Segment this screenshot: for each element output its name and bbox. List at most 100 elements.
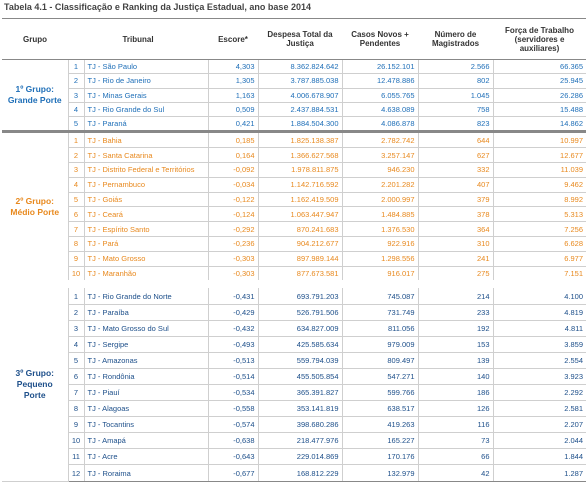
group-label-line: 3º Grupo: [15,368,55,379]
value-cell: 455.505.854 [257,367,343,386]
value-cell: -0,092 [207,162,259,178]
group-label-line: 2º Grupo: [15,195,55,206]
value-cell: 170.176 [341,448,419,466]
value-cell: 1.884.504.300 [257,116,343,133]
value-cell: 1 [67,58,85,75]
value-cell: -0,429 [207,303,259,321]
value-cell: 526.791.506 [257,303,343,321]
value-cell: 2.782.742 [341,130,419,149]
value-cell: 4.638.089 [341,101,419,118]
value-cell: 1 [67,130,85,149]
tribunal-cell: TJ - Bahia [83,130,209,149]
ranking-table: Grupo Tribunal Escore* Despesa Total da Jus… [2,18,586,482]
table-row: 5 TJ - Goiás -0,122 1.162.419.509 2.000.997 3… [2,191,586,208]
value-cell: 6 [67,367,85,386]
value-cell: 1.366.627.568 [257,147,343,164]
tribunal-cell: TJ - Espírito Santo [83,221,209,238]
tribunal-cell: TJ - Amazonas [83,351,209,369]
value-cell: 229.014.869 [257,448,343,466]
value-cell: 6.977 [492,250,586,267]
value-cell: 3.923 [492,367,586,386]
value-cell: 3.787.885.038 [257,73,343,89]
value-cell: 1,163 [207,87,259,103]
column-header: Despesa Total da Justiça [258,18,342,60]
table-row: 11 TJ - Acre -0,643 229.014.869 170.176 66 1.8… [2,448,586,466]
value-cell: 3 [67,319,85,337]
value-cell: 599.766 [341,384,419,402]
value-cell: 904.212.677 [257,236,343,252]
value-cell: -0,514 [207,367,259,386]
value-cell: 214 [417,280,494,305]
value-cell: 2.554 [492,351,586,369]
tribunal-cell: TJ - Sergipe [83,335,209,353]
value-cell: 758 [417,101,494,118]
value-cell: -0,513 [207,351,259,369]
tribunal-cell: TJ - Pará [83,236,209,252]
value-cell: 3 [67,87,85,103]
value-cell: 275 [417,265,494,285]
table-row: 4 TJ - Pernambuco -0,034 1.142.716.592 2.201… [2,176,586,193]
group: 2º Grupo: Médio Porte 1 TJ - Bahia 0,185 1.82… [2,130,586,285]
tribunal-cell: TJ - Distrito Federal e Territórios [83,162,209,178]
value-cell: 2.201.282 [341,176,419,193]
value-cell: 7 [67,221,85,238]
value-cell: 2 [67,303,85,321]
value-cell: 140 [417,367,494,386]
value-cell: 14.862 [492,116,586,133]
value-cell: -0,303 [207,250,259,267]
table-row: 4 TJ - Sergipe -0,493 425.585.634 979.009 153… [2,335,586,353]
tribunal-cell: TJ - Minas Gerais [83,87,209,103]
value-cell: 809.497 [341,351,419,369]
value-cell: 3.257.147 [341,147,419,164]
tribunal-cell: TJ - Mato Grosso [83,250,209,267]
value-cell: 8 [67,400,85,418]
column-header: Número de Magistrados [418,18,493,60]
table-row: 10 TJ - Maranhão -0,303 877.673.581 916.017 2… [2,265,586,285]
value-cell: 627 [417,147,494,164]
column-header: Escore* [208,18,258,60]
value-cell: 3 [67,162,85,178]
tribunal-cell: TJ - Acre [83,448,209,466]
value-cell: 425.585.634 [257,335,343,353]
value-cell: 12.677 [492,147,586,164]
value-cell: 9 [67,416,85,434]
table-row: 2 TJ - Paraíba -0,429 526.791.506 731.749 233… [2,303,586,321]
value-cell: 116 [417,416,494,434]
value-cell: 1.162.419.509 [257,191,343,208]
group-label-line: Médio Porte [10,206,60,217]
column-header: Tribunal [68,18,208,60]
value-cell: 332 [417,162,494,178]
value-cell: 2.207 [492,416,586,434]
table-row: 9 TJ - Tocantins -0,574 398.680.286 419.263 1… [2,416,586,434]
value-cell: 811.056 [341,319,419,337]
value-cell: 2.292 [492,384,586,402]
value-cell: 241 [417,250,494,267]
value-cell: -0,292 [207,221,259,238]
table-row: 3 TJ - Distrito Federal e Territórios -0,0… [2,162,586,178]
tribunal-cell: TJ - Pernambuco [83,176,209,193]
value-cell: -0,677 [207,464,259,482]
group-label: 1º Grupo: Grande Porte [2,58,69,133]
value-cell: 1.978.811.875 [257,162,343,178]
value-cell: 916.017 [341,265,419,285]
value-cell: 4.086.878 [341,116,419,133]
value-cell: 897.989.144 [257,250,343,267]
value-cell: 0,421 [207,116,259,133]
group-label: 3º Grupo: Pequeno Porte [2,280,69,482]
table-title: Tabela 4.1 - Classificação e Ranking da … [4,2,311,12]
table-row: 2 TJ - Santa Catarina 0,164 1.366.627.568 3.… [2,147,586,164]
tribunal-cell: TJ - Paraíba [83,303,209,321]
value-cell: 365.391.827 [257,384,343,402]
table-row: 3 TJ - Minas Gerais 1,163 4.006.678.907 6.05… [2,87,586,103]
value-cell: 1.045 [417,87,494,103]
value-cell: 6.628 [492,236,586,252]
value-cell: 42 [417,464,494,482]
value-cell: 9 [67,250,85,267]
column-header: Grupo [2,18,68,60]
table-row: 6 TJ - Ceará -0,124 1.063.447.947 1.484.885 3… [2,206,586,223]
value-cell: 3.859 [492,335,586,353]
value-cell: 6.055.765 [341,87,419,103]
tribunal-cell: TJ - Ceará [83,206,209,223]
value-cell: 2.437.884.531 [257,101,343,118]
